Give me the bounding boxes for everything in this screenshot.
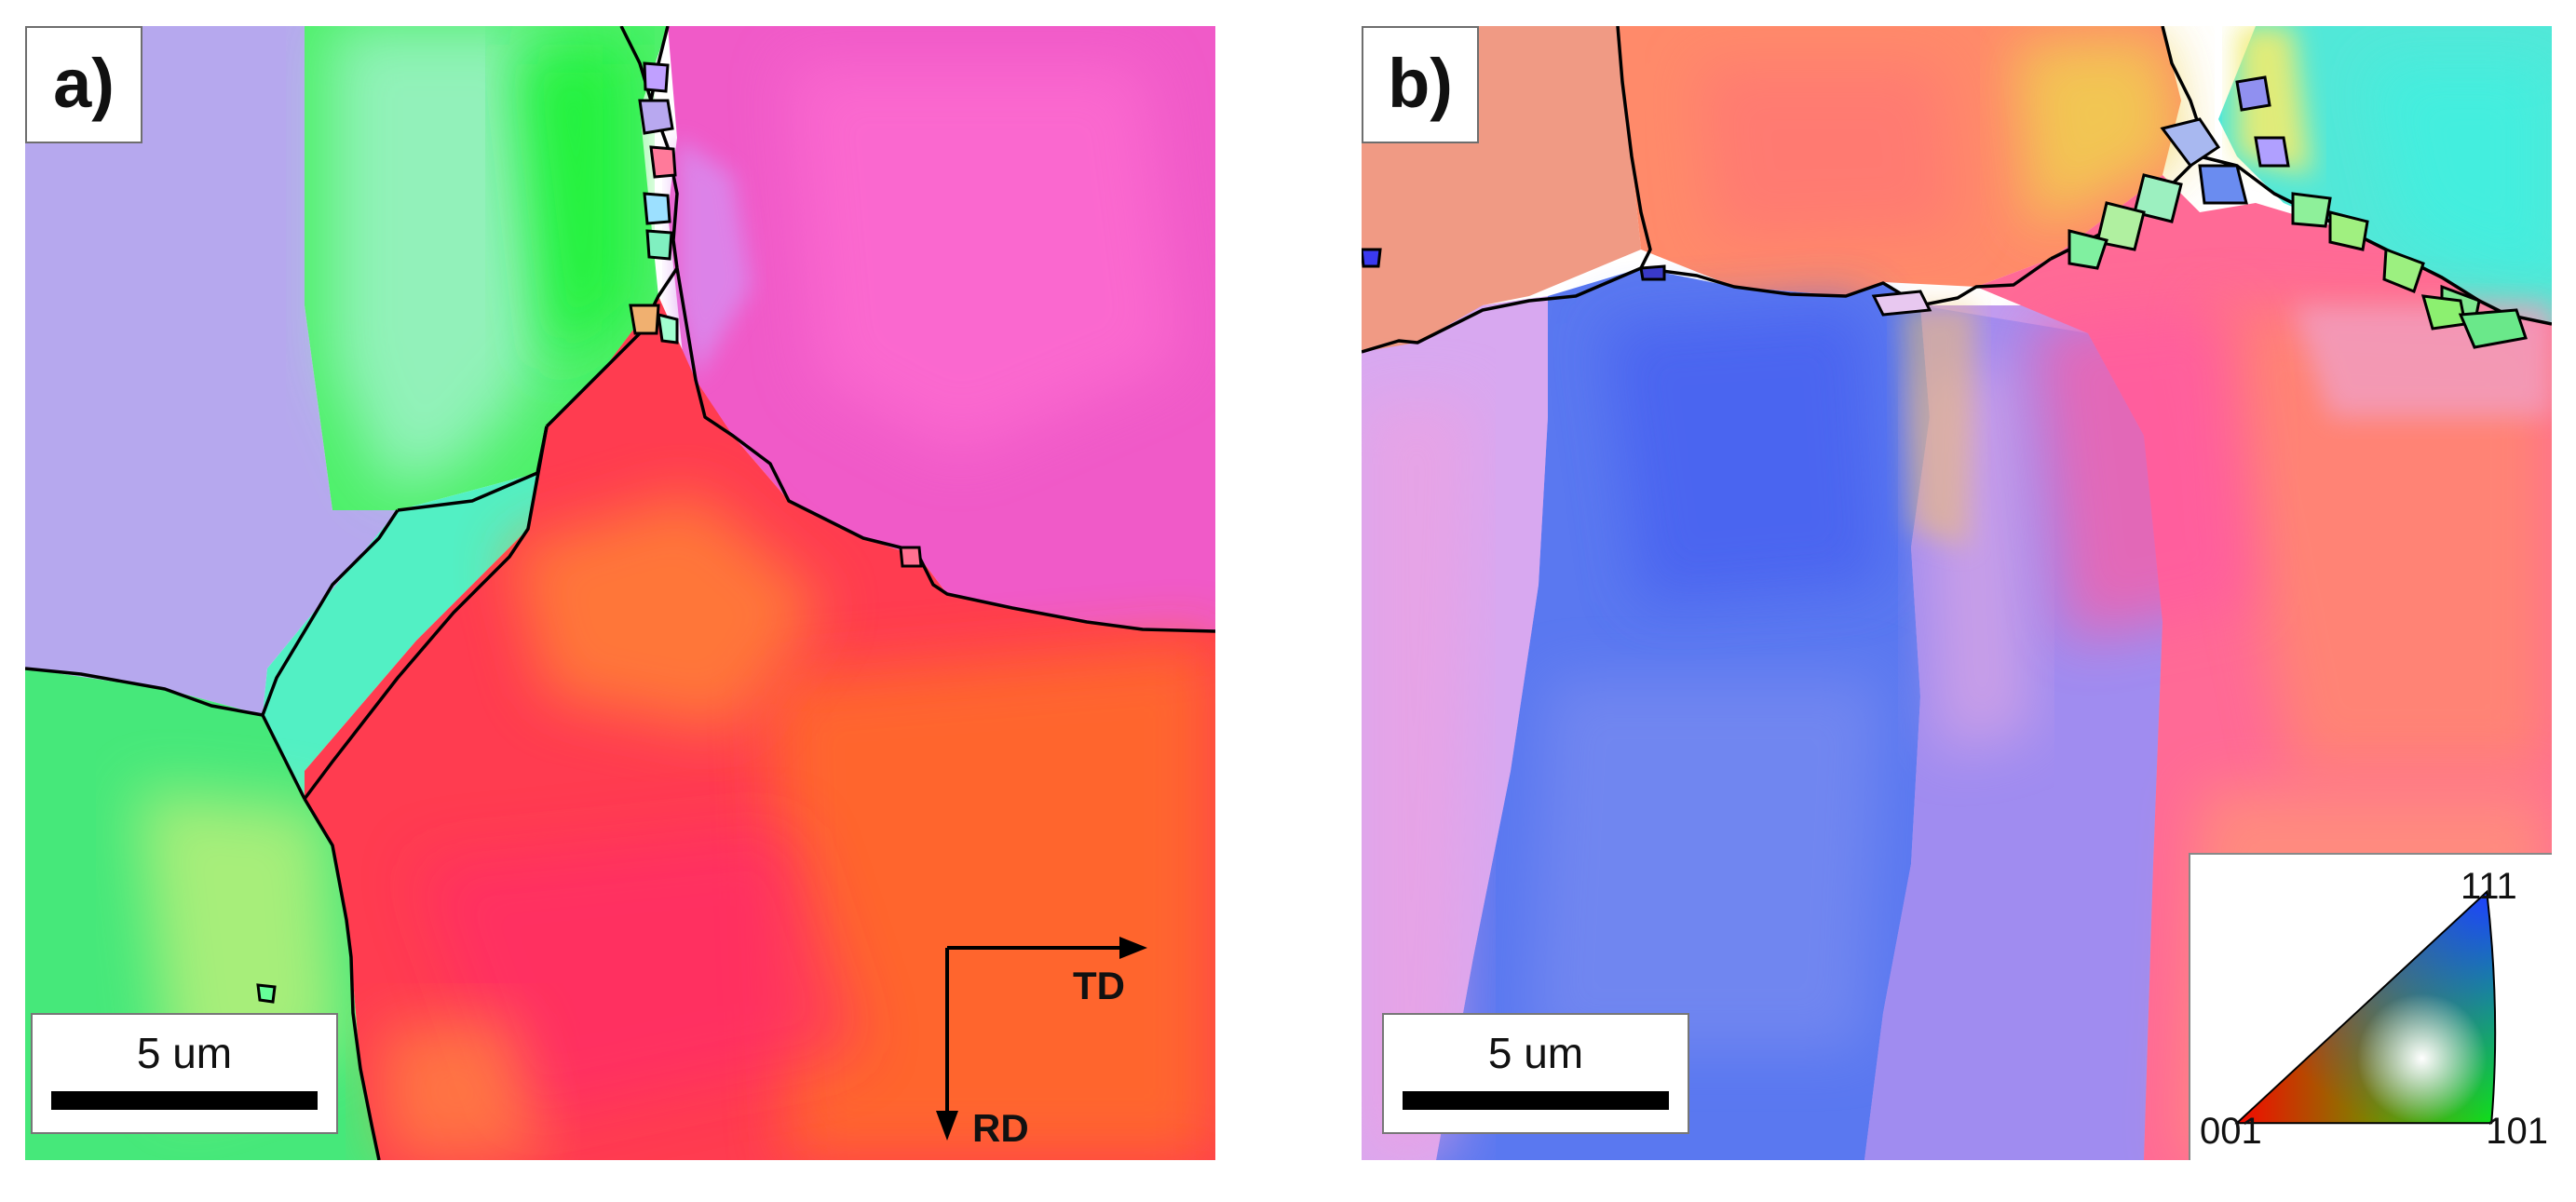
ebsd-map-b: b) 5 um — [1362, 26, 2552, 1160]
key-label-001: 001 — [2200, 1111, 2262, 1152]
orientation-map-b — [1362, 26, 2552, 1160]
ebsd-map-a: a) 5 um TD RD — [25, 26, 1215, 1160]
small-grains — [1362, 75, 2528, 349]
scale-bar-line-b — [1403, 1091, 1669, 1110]
small-grains — [256, 61, 923, 1004]
sample-axes: TD RD — [933, 878, 1213, 1157]
key-label-101: 101 — [2486, 1111, 2548, 1152]
key-label-111: 111 — [2461, 866, 2517, 907]
scale-bar-label-a: 5 um — [136, 1029, 233, 1077]
grain-boundaries — [25, 26, 1215, 1160]
scale-bar-b: 5 um — [1382, 1013, 1689, 1134]
td-axis-label: TD — [1073, 964, 1125, 1007]
panel-label-b: b) — [1362, 26, 1479, 143]
ipf-color-key: 001 101 111 — [2189, 853, 2552, 1160]
axes-arrows — [936, 937, 1147, 1141]
td-arrow-icon — [1119, 937, 1147, 959]
ipf-triangle — [2234, 889, 2497, 1125]
rd-axis-label: RD — [972, 1106, 1029, 1150]
scale-bar-label-b: 5 um — [1487, 1029, 1584, 1077]
grain-cyan — [263, 426, 547, 799]
scale-bar-line-a — [51, 1091, 318, 1110]
panel-label-a: a) — [25, 26, 142, 143]
rd-arrow-icon — [936, 1111, 958, 1141]
scale-bar-a: 5 um — [31, 1013, 338, 1134]
